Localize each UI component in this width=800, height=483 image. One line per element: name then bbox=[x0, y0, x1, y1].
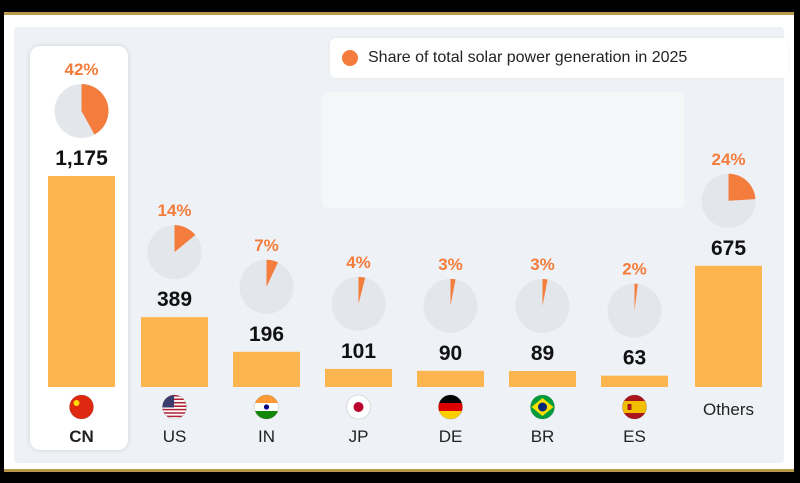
chart-frame bbox=[4, 12, 794, 472]
legend: Share of total solar power generation in… bbox=[330, 38, 788, 78]
share-wedge-es bbox=[634, 283, 638, 311]
bar-jp bbox=[325, 368, 392, 387]
share-label-es: 2% bbox=[622, 260, 647, 279]
legend-label: Share of total solar power generation in… bbox=[368, 49, 688, 66]
value-label-br: 89 bbox=[531, 342, 554, 365]
value-label-jp: 101 bbox=[341, 340, 376, 363]
category-label-jp: JP bbox=[349, 427, 369, 446]
share-wedge-cn bbox=[81, 84, 109, 135]
value-label-de: 90 bbox=[439, 342, 462, 365]
japan-flag-icon bbox=[346, 394, 371, 420]
legend-pie-icon bbox=[342, 50, 358, 66]
china-flag-icon bbox=[69, 394, 94, 420]
share-label-in: 7% bbox=[254, 236, 279, 255]
bar-br bbox=[509, 371, 576, 387]
category-label-de: DE bbox=[439, 427, 463, 446]
value-label-es: 63 bbox=[623, 347, 646, 370]
category-label-es: ES bbox=[623, 427, 646, 446]
value-label-in: 196 bbox=[249, 323, 284, 346]
bar-us bbox=[141, 317, 208, 387]
category-label-br: BR bbox=[531, 427, 555, 446]
spain-flag-icon bbox=[622, 394, 647, 420]
share-label-de: 3% bbox=[438, 255, 463, 274]
share-wedge-de bbox=[450, 278, 456, 306]
value-label-us: 389 bbox=[157, 288, 192, 311]
share-wedge-others bbox=[728, 173, 756, 201]
category-label-us: US bbox=[163, 427, 187, 446]
bar-others bbox=[695, 265, 762, 387]
blurred-annotation-box bbox=[322, 92, 684, 208]
bar-es bbox=[601, 375, 668, 387]
usa-flag-icon bbox=[162, 394, 187, 420]
share-wedge-us bbox=[174, 225, 196, 253]
share-wedge-jp bbox=[358, 276, 366, 304]
share-wedge-br bbox=[542, 279, 548, 307]
india-flag-icon bbox=[254, 394, 279, 420]
bar-cn bbox=[48, 176, 115, 387]
share-wedge-in bbox=[266, 259, 278, 287]
category-label-others: Others bbox=[703, 400, 754, 419]
brazil-flag-icon bbox=[530, 394, 555, 420]
share-label-us: 14% bbox=[157, 201, 191, 220]
category-label-in: IN bbox=[258, 427, 275, 446]
share-label-others: 24% bbox=[711, 150, 745, 169]
share-label-br: 3% bbox=[530, 255, 555, 274]
share-label-jp: 4% bbox=[346, 253, 371, 272]
germany-flag-icon bbox=[438, 394, 463, 420]
value-label-others: 675 bbox=[711, 237, 746, 260]
bar-in bbox=[233, 351, 300, 387]
bar-de bbox=[417, 370, 484, 387]
value-label-cn: 1,175 bbox=[55, 147, 108, 170]
category-label-cn: CN bbox=[69, 427, 94, 446]
share-label-cn: 42% bbox=[64, 60, 98, 79]
